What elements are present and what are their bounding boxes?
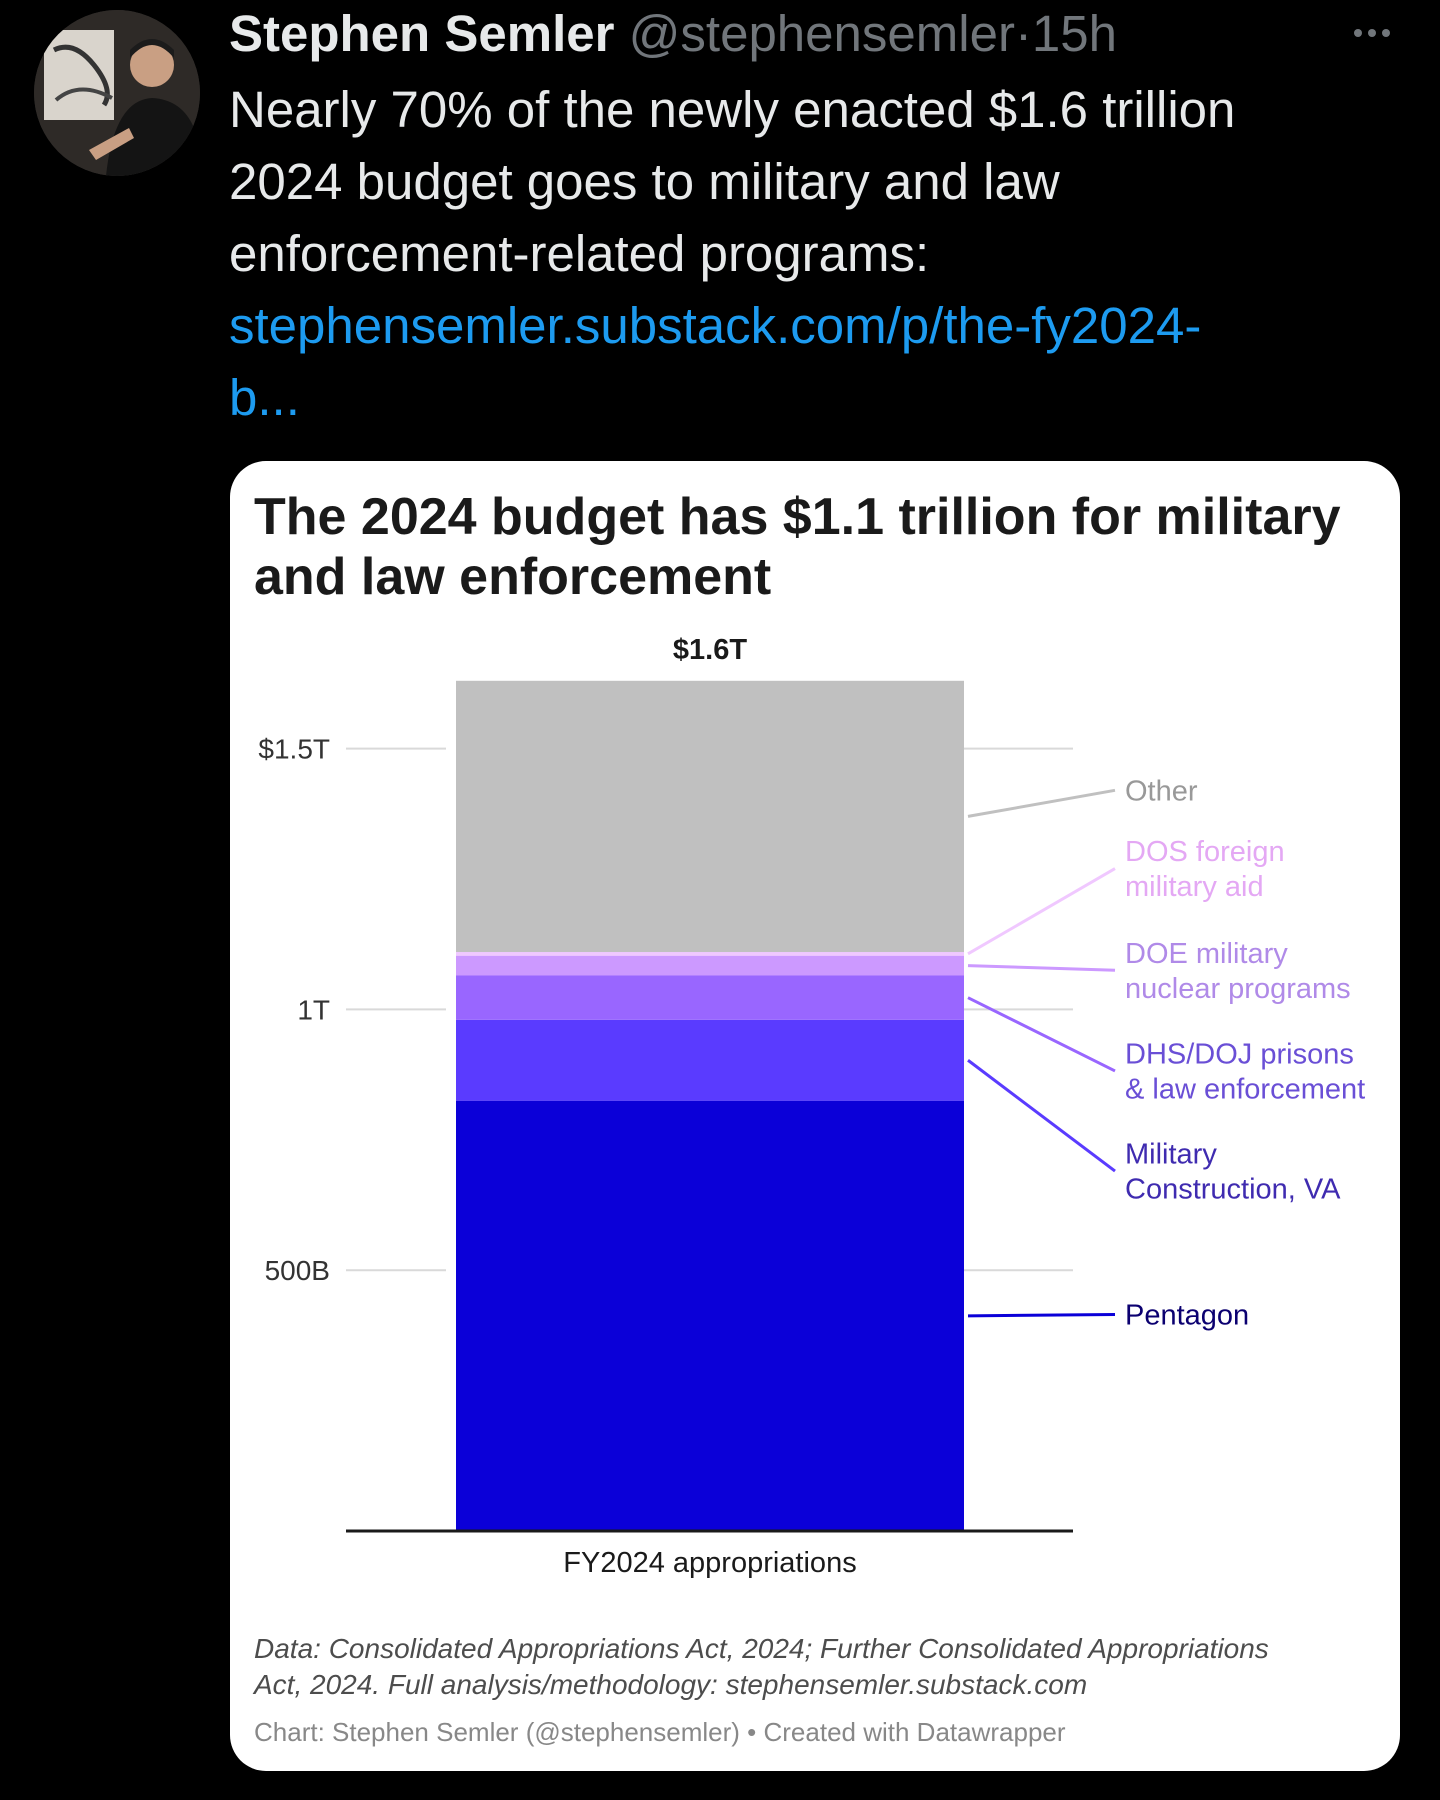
author-name[interactable]: Stephen Semler <box>229 5 615 62</box>
chart-title: The 2024 budget has $1.1 trillion for mi… <box>254 487 1374 607</box>
series-label: & law enforcement <box>1125 1073 1365 1105</box>
bar-segment-0 <box>456 1100 964 1531</box>
leader-line <box>967 788 1116 818</box>
avatar[interactable] <box>34 10 200 176</box>
total-label: $1.6T <box>673 634 747 666</box>
series-label: DHS/DOJ prisons <box>1125 1038 1354 1070</box>
leader-line <box>967 996 1116 1073</box>
x-category-label: FY2024 appropriations <box>563 1547 856 1579</box>
tweet-text: Nearly 70% of the newly enacted $1.6 tri… <box>229 74 1379 434</box>
bar-segment-5 <box>456 680 964 953</box>
series-label: Pentagon <box>1125 1300 1249 1332</box>
tweet-text-line: 2024 budget goes to military and law <box>229 153 1060 210</box>
series-label: DOE military <box>1125 938 1288 970</box>
y-tick-label: $1.5T <box>258 734 330 765</box>
chart-credit: Chart: Stephen Semler (@stephensemler) •… <box>254 1717 1066 1747</box>
leader-line <box>967 1313 1116 1318</box>
bar-segment-4 <box>456 952 964 956</box>
chart-title-line: The 2024 budget has $1.1 trillion for mi… <box>254 488 1341 546</box>
tweet-link[interactable]: b... <box>229 369 300 426</box>
series-label: Construction, VA <box>1125 1174 1341 1206</box>
tweet-text-line: Nearly 70% of the newly enacted $1.6 tri… <box>229 81 1236 138</box>
bar-segment-2 <box>456 975 964 1020</box>
separator-dot: · <box>1014 5 1032 62</box>
stacked-bar-chart: 500B 1T $1.5T $1.6T FY2024 appropriations Pen… <box>258 634 1365 1579</box>
series-label: Military <box>1125 1139 1217 1171</box>
chart-notes: Data: Consolidated Appropriations Act, 2… <box>254 1631 1374 1703</box>
bar-segment-3 <box>456 955 964 976</box>
leader-line <box>967 964 1116 972</box>
bar-segment-1 <box>456 1019 964 1101</box>
series-label: DOS foreign <box>1125 836 1285 868</box>
series-label: Other <box>1125 775 1198 807</box>
y-tick-label: 1T <box>297 994 330 1025</box>
tweet-timestamp[interactable]: 15h <box>1031 5 1118 62</box>
series-label: nuclear programs <box>1125 973 1351 1005</box>
leader-line <box>967 867 1116 956</box>
series-label: military aid <box>1125 871 1264 903</box>
tweet-header: Stephen Semler @stephensemler·15h <box>229 4 1329 64</box>
more-horizontal-icon <box>1354 29 1390 37</box>
avatar-photo <box>34 10 200 176</box>
tweet-text-line: enforcement-related programs: <box>229 225 930 282</box>
y-tick-label: 500B <box>265 1255 330 1286</box>
author-handle[interactable]: @stephensemler <box>628 5 1015 62</box>
chart-title-line: and law enforcement <box>254 548 772 606</box>
leader-line <box>967 1059 1116 1173</box>
tweet-link[interactable]: stephensemler.substack.com/p/the-fy2024- <box>229 297 1202 354</box>
notes-line: Data: Consolidated Appropriations Act, 2… <box>254 1633 1269 1664</box>
notes-line: Act, 2024. Full analysis/methodology: st… <box>254 1669 1088 1700</box>
chart-card[interactable]: The 2024 budget has $1.1 trillion for mi… <box>230 461 1400 1771</box>
more-options-button[interactable] <box>1342 18 1402 48</box>
